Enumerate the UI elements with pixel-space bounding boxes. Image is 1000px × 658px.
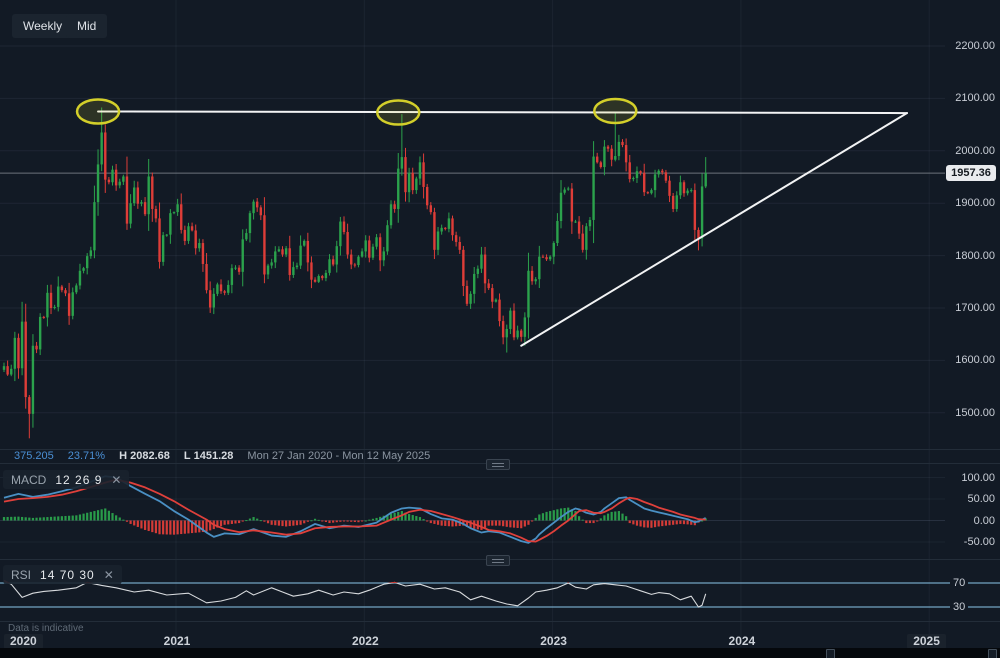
range-value: 375.205 [14,450,54,462]
highlight-ellipse [376,99,421,126]
navigator-right-handle[interactable] [988,649,997,658]
rsi-params: 14 70 30 [40,567,95,582]
rsi-axis-tick: 30 [950,602,969,613]
data-indicative-note: Data is indicative [8,623,84,634]
rsi-panel [0,580,1000,608]
time-axis-divider [0,621,1000,622]
rsi-header: RSI 14 70 30 ✕ [3,565,122,584]
high-label: H [119,450,128,462]
price-axis-tick: 2200.00 [955,40,995,52]
price-type-button[interactable]: Mid [66,14,108,38]
year-label-2021: 2021 [163,634,191,648]
rsi-line [3,580,707,608]
interval-button[interactable]: Weekly [12,14,74,38]
last-price-badge: 1957.36 [946,165,996,182]
macd-panel [0,475,945,544]
year-label-2020: 2020 [4,634,43,649]
macd-pane-handle[interactable] [486,459,510,470]
year-label-2024: 2024 [728,634,756,648]
low-label: L [183,450,191,462]
candles [2,107,707,439]
year-label-2023: 2023 [540,634,567,648]
low-number: 1451.28 [193,450,234,462]
price-axis-tick: 1900.00 [955,197,995,210]
rsi-axis-tick: 70 [950,578,969,589]
highlight-ellipse [75,98,121,125]
rsi-close-icon[interactable]: ✕ [103,567,114,582]
rsi-title: RSI [11,567,32,582]
macd-axis-tick: 0.00 [973,514,995,527]
high-number: 2082.68 [130,450,170,462]
macd-axis-tick: -50.00 [963,536,995,548]
timeline-navigator[interactable] [0,648,1000,658]
macd-header: MACD 12 26 9 ✕ [3,470,130,489]
rsi-pane-handle[interactable] [486,555,510,566]
macd-close-icon[interactable]: ✕ [111,472,122,487]
price-axis-tick: 1500.00 [955,406,995,419]
highlight-ellipse [593,97,638,125]
status-bar: 375.205 23.71% H 2082.68 L 1451.28 Mon 2… [0,450,1000,463]
price-axis-tick: 2100.00 [955,92,995,105]
price-axis-tick: 1800.00 [955,249,995,262]
price-axis-tick: 1600.00 [955,354,995,367]
status-divider [0,449,1000,450]
range-percent: 23.71% [67,450,106,462]
macd-axis-tick: 50.00 [967,493,995,505]
macd-title: MACD [11,472,47,487]
date-range: Mon 27 Jan 2020 - Mon 12 May 2025 [247,450,431,462]
low-value: L 1451.28 [184,450,234,463]
year-label-2025: 2025 [907,634,946,649]
price-axis-tick: 2000.00 [955,144,995,157]
macd-signal-line [3,478,706,543]
navigator-left-handle[interactable] [826,649,835,658]
price-axis-tick: 1700.00 [955,302,995,314]
macd-axis-tick: 100.00 [961,471,995,484]
high-value: H 2082.68 [119,450,170,463]
year-label-2022: 2022 [351,634,379,648]
macd-params: 12 26 9 [55,472,103,487]
